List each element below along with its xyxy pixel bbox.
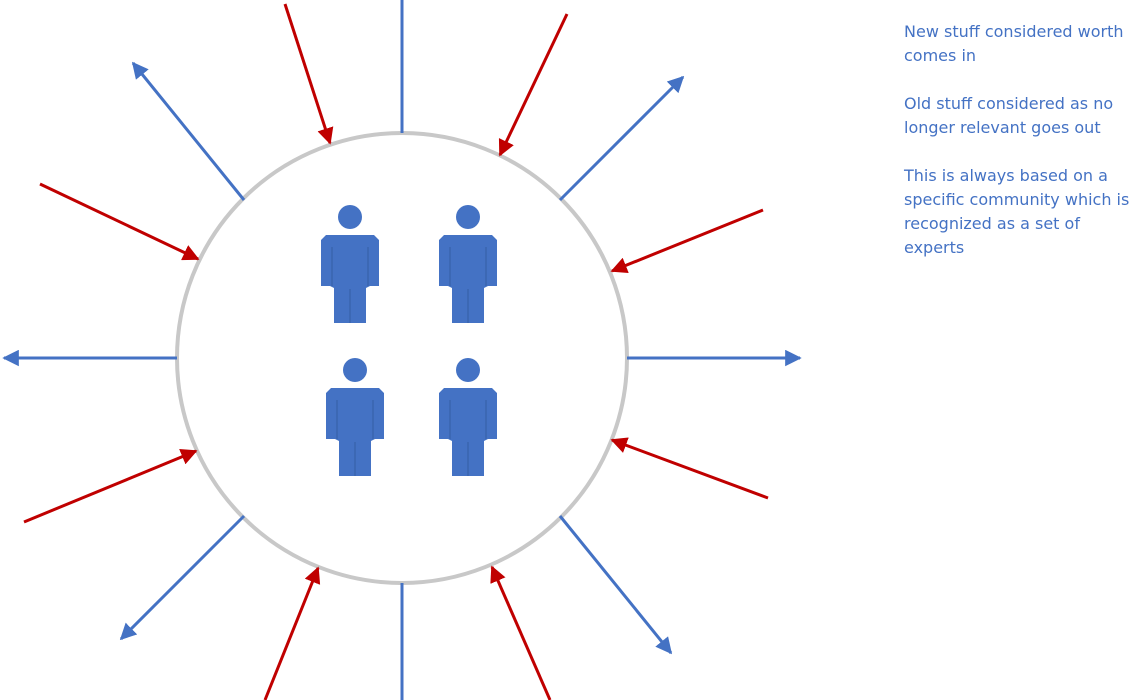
outgoing-arrow-5 bbox=[119, 514, 246, 641]
incoming-arrow-12 bbox=[610, 437, 769, 500]
community-people bbox=[321, 205, 497, 476]
person-body bbox=[321, 235, 379, 323]
outgoing-arrow-1 bbox=[131, 61, 246, 201]
person-icon bbox=[439, 358, 497, 476]
note-incoming: New stuff considered worth comes in bbox=[904, 22, 1124, 65]
person-seams bbox=[336, 400, 374, 476]
incoming-arrow-16 bbox=[39, 182, 200, 261]
person-icon bbox=[326, 358, 384, 476]
outgoing-arrow-2 bbox=[558, 75, 685, 202]
person-icon bbox=[439, 205, 497, 323]
community-boundary-circle bbox=[175, 131, 629, 585]
person-body bbox=[439, 388, 497, 476]
outgoing-arrow-4 bbox=[558, 515, 673, 655]
person-head bbox=[338, 205, 362, 229]
person-seams bbox=[449, 400, 487, 476]
incoming-arrow-10 bbox=[498, 13, 569, 157]
note-outgoing: Old stuff considered as no longer releva… bbox=[904, 94, 1114, 137]
person-icon bbox=[321, 205, 379, 323]
incoming-arrow-13 bbox=[490, 565, 552, 700]
incoming-arrow-14 bbox=[263, 566, 321, 700]
person-head bbox=[456, 358, 480, 382]
person-seams bbox=[449, 247, 487, 323]
arrows-layer bbox=[2, 0, 802, 700]
incoming-arrow-9 bbox=[283, 3, 334, 145]
person-seams bbox=[331, 247, 369, 323]
person-body bbox=[439, 235, 497, 323]
person-head bbox=[456, 205, 480, 229]
person-body bbox=[326, 388, 384, 476]
person-head bbox=[343, 358, 367, 382]
notes-panel: New stuff considered worth comes in Old … bbox=[904, 20, 1140, 284]
note-community: This is always based on a specific commu… bbox=[904, 166, 1130, 257]
incoming-arrow-11 bbox=[610, 208, 764, 274]
incoming-arrow-15 bbox=[23, 449, 198, 524]
